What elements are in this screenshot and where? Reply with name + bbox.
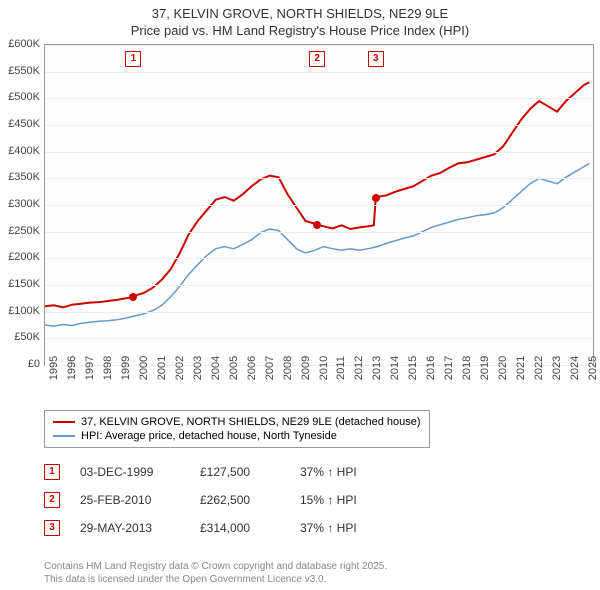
gridline — [45, 258, 593, 259]
y-axis-label: £500K — [0, 91, 40, 103]
legend-box: 37, KELVIN GROVE, NORTH SHIELDS, NE29 9L… — [44, 410, 430, 448]
plot-area: 1 2 3 — [44, 44, 594, 366]
x-axis-label: 2000 — [138, 356, 150, 380]
x-axis-label: 2005 — [228, 356, 240, 380]
y-axis-label: £350K — [0, 171, 40, 183]
x-axis-label: 2025 — [587, 356, 599, 380]
x-axis-label: 1999 — [120, 356, 132, 380]
x-axis-label: 2002 — [174, 356, 186, 380]
gridline — [45, 72, 593, 73]
x-axis-label: 1997 — [84, 356, 96, 380]
y-axis-label: £200K — [0, 251, 40, 263]
x-axis-label: 2019 — [479, 356, 491, 380]
x-axis-label: 2021 — [515, 356, 527, 380]
x-axis-label: 2017 — [443, 356, 455, 380]
x-axis-label: 1995 — [48, 356, 60, 380]
y-axis-label: £250K — [0, 225, 40, 237]
marker-dot — [129, 293, 137, 301]
y-axis-label: £550K — [0, 65, 40, 77]
marker-dot — [372, 194, 380, 202]
event-note: 37% ↑ HPI — [300, 465, 357, 479]
y-axis-label: £100K — [0, 305, 40, 317]
event-price: £314,000 — [200, 521, 280, 535]
x-axis-label: 2013 — [371, 356, 383, 380]
event-date: 03-DEC-1999 — [80, 465, 180, 479]
event-row: 1 03-DEC-1999 £127,500 37% ↑ HPI — [44, 458, 357, 486]
footer-line-2: This data is licensed under the Open Gov… — [44, 573, 387, 586]
x-axis-label: 1998 — [102, 356, 114, 380]
x-axis-label: 2003 — [192, 356, 204, 380]
x-axis-label: 2001 — [156, 356, 168, 380]
x-axis-label: 2009 — [300, 356, 312, 380]
x-axis-label: 2004 — [210, 356, 222, 380]
x-axis-label: 2010 — [318, 356, 330, 380]
event-price: £262,500 — [200, 493, 280, 507]
y-axis-label: £300K — [0, 198, 40, 210]
y-axis-label: £0 — [0, 358, 40, 370]
event-note: 37% ↑ HPI — [300, 521, 357, 535]
marker-label: 2 — [309, 51, 325, 67]
chart-title: 37, KELVIN GROVE, NORTH SHIELDS, NE29 9L… — [0, 0, 600, 40]
legend-item: 37, KELVIN GROVE, NORTH SHIELDS, NE29 9L… — [53, 415, 421, 429]
legend-item: HPI: Average price, detached house, Nort… — [53, 429, 421, 443]
x-axis-label: 2006 — [246, 356, 258, 380]
y-axis-label: £50K — [0, 331, 40, 343]
y-axis-label: £600K — [0, 38, 40, 50]
x-axis-label: 2018 — [461, 356, 473, 380]
x-axis-label: 1996 — [66, 356, 78, 380]
x-axis-label: 2008 — [282, 356, 294, 380]
series-line — [45, 163, 589, 326]
legend-label: 37, KELVIN GROVE, NORTH SHIELDS, NE29 9L… — [81, 416, 421, 428]
legend-label: HPI: Average price, detached house, Nort… — [81, 430, 337, 442]
gridline — [45, 178, 593, 179]
gridline — [45, 205, 593, 206]
event-date: 29-MAY-2013 — [80, 521, 180, 535]
x-axis-label: 2016 — [425, 356, 437, 380]
marker-label: 1 — [125, 51, 141, 67]
x-axis-label: 2020 — [497, 356, 509, 380]
y-axis-label: £400K — [0, 145, 40, 157]
chart-container: 37, KELVIN GROVE, NORTH SHIELDS, NE29 9L… — [0, 0, 600, 590]
y-axis-label: £450K — [0, 118, 40, 130]
gridline — [45, 98, 593, 99]
event-marker: 2 — [44, 492, 60, 508]
x-axis-label: 2007 — [264, 356, 276, 380]
gridline — [45, 338, 593, 339]
event-marker: 3 — [44, 520, 60, 536]
gridline — [45, 312, 593, 313]
event-price: £127,500 — [200, 465, 280, 479]
legend-swatch — [53, 421, 75, 423]
event-note: 15% ↑ HPI — [300, 493, 357, 507]
gridline — [45, 152, 593, 153]
gridline — [45, 125, 593, 126]
x-axis-label: 2022 — [533, 356, 545, 380]
x-axis-label: 2014 — [389, 356, 401, 380]
event-row: 2 25-FEB-2010 £262,500 15% ↑ HPI — [44, 486, 357, 514]
footer-attribution: Contains HM Land Registry data © Crown c… — [44, 560, 387, 586]
x-axis-label: 2015 — [407, 356, 419, 380]
events-table: 1 03-DEC-1999 £127,500 37% ↑ HPI 2 25-FEB-201… — [44, 458, 357, 542]
gridline — [45, 232, 593, 233]
gridline — [45, 45, 593, 46]
marker-dot — [313, 221, 321, 229]
x-axis-label: 2012 — [353, 356, 365, 380]
event-row: 3 29-MAY-2013 £314,000 37% ↑ HPI — [44, 514, 357, 542]
event-marker: 1 — [44, 464, 60, 480]
x-axis-label: 2024 — [569, 356, 581, 380]
title-line-1: 37, KELVIN GROVE, NORTH SHIELDS, NE29 9L… — [0, 6, 600, 23]
x-axis-label: 2011 — [335, 356, 347, 380]
title-line-2: Price paid vs. HM Land Registry's House … — [0, 23, 600, 40]
y-axis-label: £150K — [0, 278, 40, 290]
footer-line-1: Contains HM Land Registry data © Crown c… — [44, 560, 387, 573]
series-line — [45, 82, 589, 307]
marker-label: 3 — [368, 51, 384, 67]
event-date: 25-FEB-2010 — [80, 493, 180, 507]
x-axis-label: 2023 — [551, 356, 563, 380]
legend-swatch — [53, 435, 75, 437]
gridline — [45, 285, 593, 286]
